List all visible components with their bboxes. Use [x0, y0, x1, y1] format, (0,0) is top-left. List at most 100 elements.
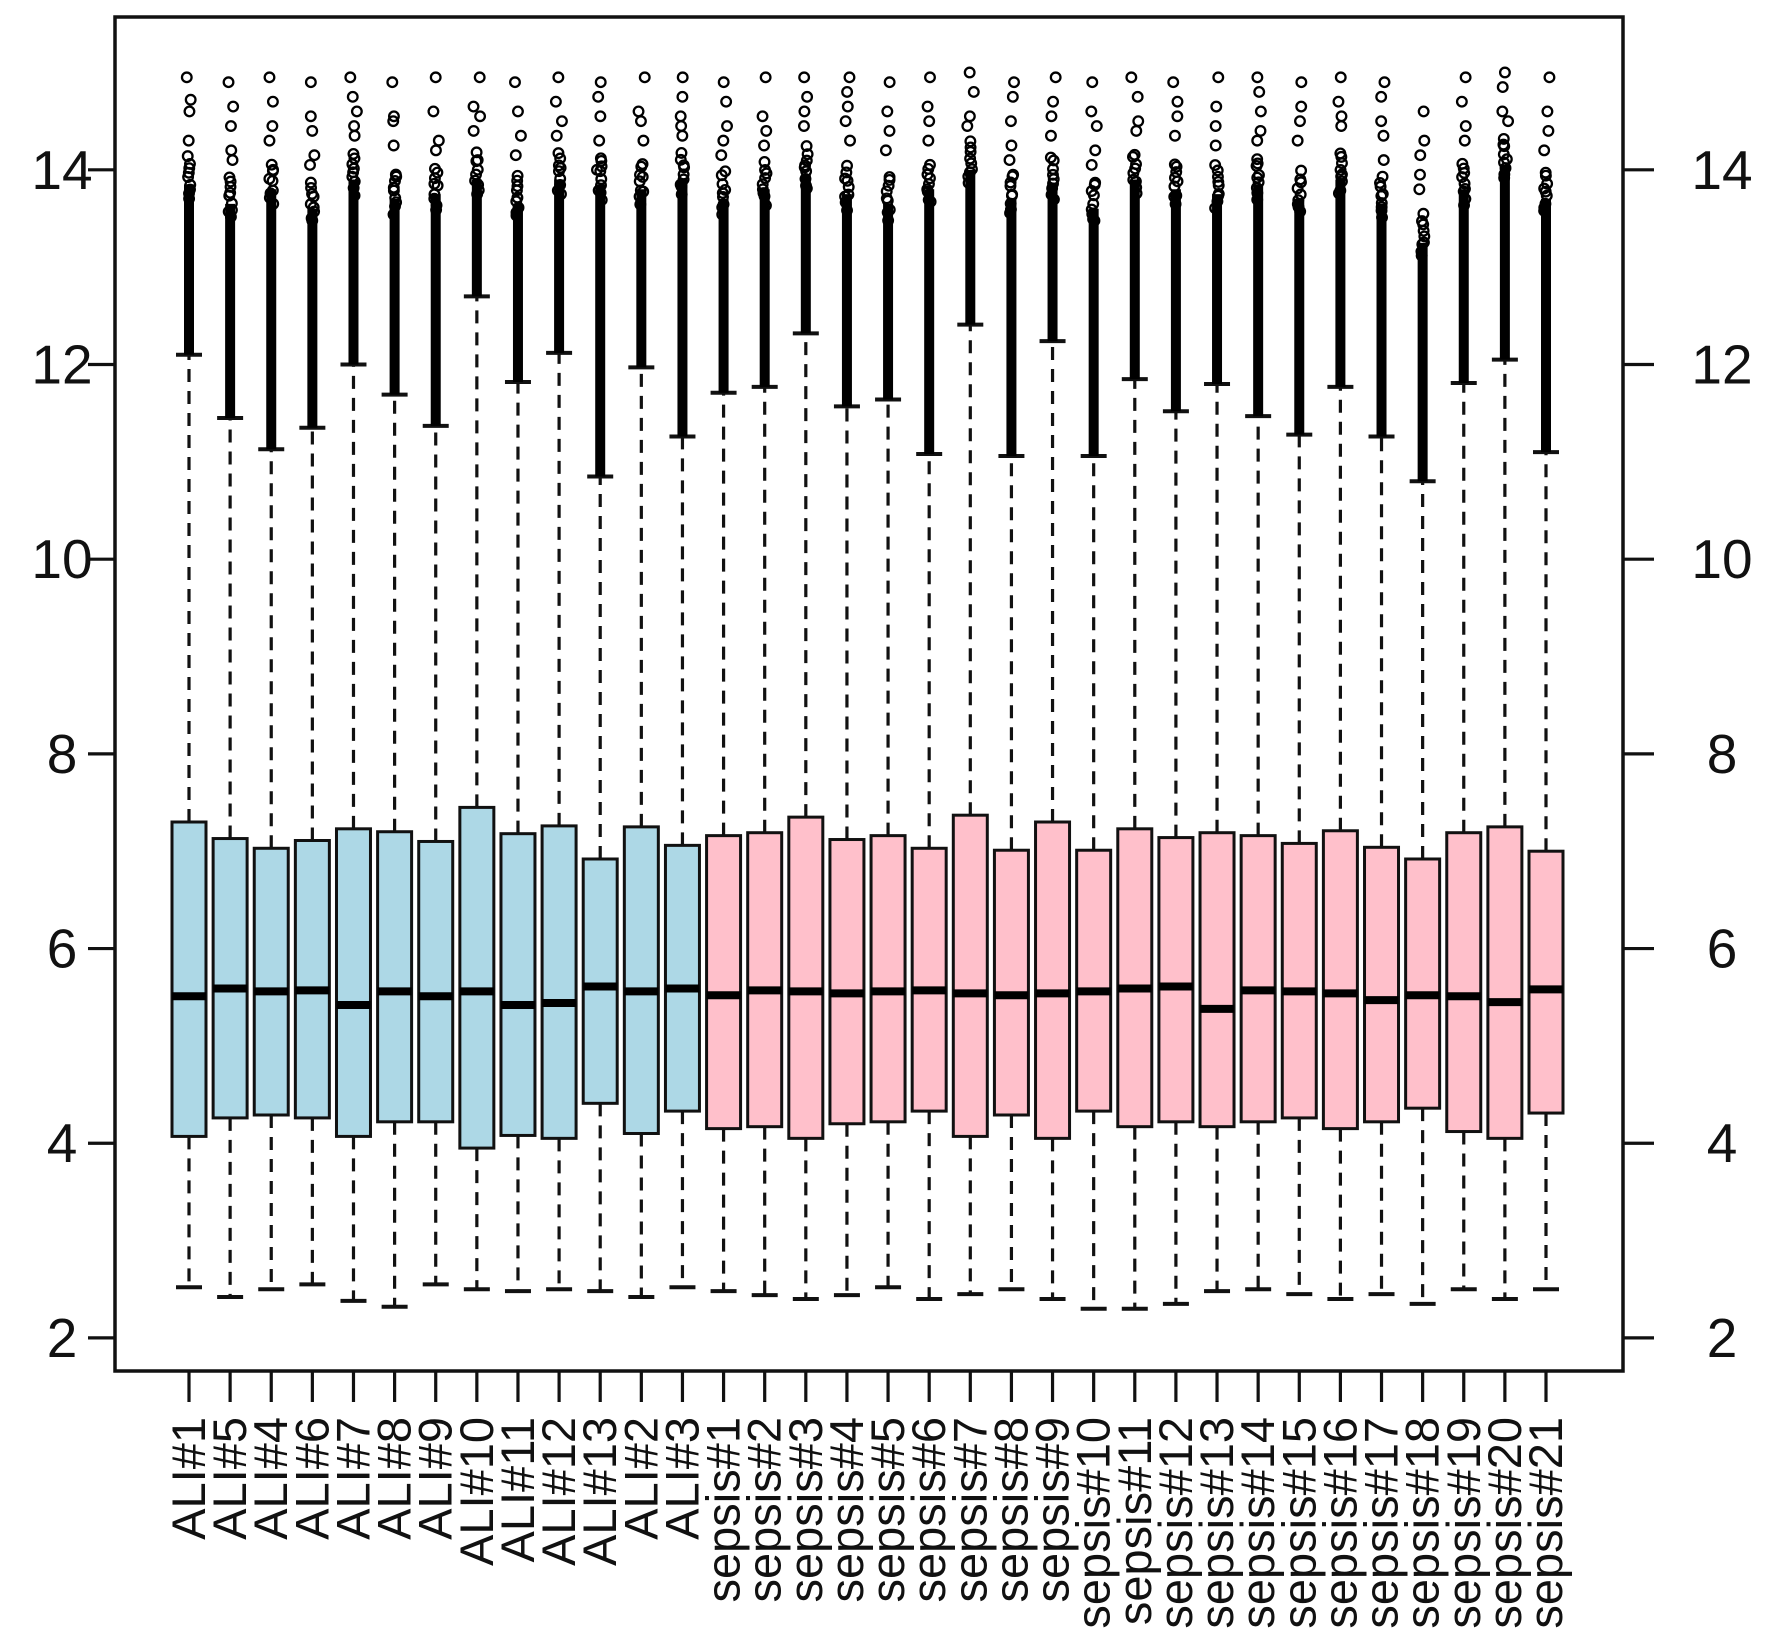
- outlier-point: [1167, 76, 1180, 89]
- outlier-point: [1211, 164, 1224, 177]
- outlier-point: [183, 187, 195, 200]
- outlier-point: [594, 186, 607, 199]
- outlier-point: [510, 195, 523, 208]
- outlier-point: [1413, 183, 1426, 196]
- box-column-sepsis#19: sepsis#19: [1437, 71, 1490, 1629]
- iqr-box: [1075, 848, 1113, 1113]
- outlier-point: [839, 190, 852, 203]
- y-tick-label-left: 2: [47, 1307, 78, 1369]
- outlier-point: [1003, 154, 1016, 167]
- outlier-point: [964, 145, 977, 158]
- outlier-point: [1375, 197, 1388, 209]
- box-column-sepsis#4: sepsis#4: [820, 71, 873, 1603]
- outlier-point: [1335, 170, 1348, 183]
- outlier-point: [1417, 105, 1430, 118]
- outlier-point: [881, 206, 894, 219]
- outlier-point: [306, 214, 319, 227]
- outlier-point: [1458, 199, 1470, 212]
- iqr-box: [211, 837, 249, 1120]
- outlier-point: [1047, 193, 1060, 206]
- iqr-box: [869, 834, 907, 1124]
- outlier-point: [1250, 181, 1263, 194]
- outlier-point: [961, 120, 974, 132]
- outlier-point: [964, 152, 977, 165]
- outlier-point: [1416, 238, 1429, 251]
- outlier-point: [348, 189, 361, 202]
- outlier-point: [1005, 115, 1017, 128]
- outlier-point: [1171, 95, 1184, 108]
- iqr-box: [1157, 836, 1195, 1124]
- outlier-point: [1251, 186, 1264, 199]
- box-column-ALI#6: ALI#6: [285, 76, 338, 1540]
- outlier-point: [263, 191, 276, 204]
- box-column-sepsis#11: sepsis#11: [1108, 71, 1161, 1625]
- outlier-point: [344, 71, 357, 84]
- outlier-point: [1171, 110, 1184, 123]
- outlier-point: [759, 172, 772, 185]
- x-tick-label: sepsis#7: [943, 1417, 996, 1603]
- outlier-point: [1458, 134, 1471, 147]
- outlier-point: [467, 124, 480, 137]
- outlier-point: [555, 188, 567, 201]
- iqr-box: [458, 805, 496, 1150]
- outlier-point: [1456, 171, 1469, 184]
- outlier-point: [387, 110, 400, 123]
- iqr-box: [705, 834, 743, 1131]
- outlier-point: [634, 198, 647, 211]
- outlier-point: [183, 192, 196, 205]
- outlier-point: [1295, 176, 1307, 189]
- y-tick-label-left: 12: [31, 334, 92, 396]
- outlier-point: [964, 141, 977, 154]
- outlier-point: [1538, 204, 1551, 217]
- iqr-box: [1239, 834, 1277, 1124]
- outlier-point: [428, 172, 441, 185]
- outlier-point: [1335, 120, 1348, 132]
- iqr-box: [540, 824, 578, 1140]
- outlier-point: [1209, 120, 1222, 132]
- outlier-point: [882, 214, 895, 227]
- outlier-point: [1542, 124, 1555, 137]
- outlier-point: [304, 76, 317, 89]
- box-column-ALI#10: ALI#10: [450, 71, 503, 1566]
- outlier-point: [511, 180, 524, 193]
- outlier-point: [637, 134, 650, 147]
- iqr-box: [622, 825, 660, 1135]
- outlier-point: [798, 71, 811, 84]
- plot-border: [113, 15, 1625, 1373]
- outlier-point: [678, 161, 691, 174]
- box-column-sepsis#17: sepsis#17: [1355, 76, 1408, 1629]
- outlier-point: [427, 105, 440, 118]
- iqr-box: [376, 830, 414, 1124]
- outlier-point: [387, 139, 400, 152]
- outlier-point: [841, 159, 853, 172]
- box-column-sepsis#12: sepsis#12: [1149, 76, 1202, 1629]
- outlier-point: [1170, 160, 1183, 173]
- outlier-point: [1498, 140, 1511, 153]
- outlier-point: [1006, 90, 1019, 103]
- x-tick-label: ALI#2: [614, 1417, 667, 1540]
- outlier-point: [387, 115, 400, 128]
- outlier-point: [720, 95, 733, 108]
- outlier-point: [264, 187, 277, 200]
- outlier-point: [967, 86, 980, 98]
- box-column-ALI#5: ALI#5: [203, 76, 256, 1540]
- outlier-point: [1295, 100, 1308, 113]
- outlier-point: [1496, 105, 1509, 118]
- outlier-point: [389, 200, 401, 213]
- x-tick-label: ALI#3: [655, 1417, 708, 1540]
- x-tick-label: sepsis#20: [1478, 1417, 1531, 1629]
- y-tick-label-left: 6: [47, 918, 78, 980]
- outlier-point: [471, 188, 484, 201]
- x-tick-label: ALI#11: [491, 1417, 544, 1562]
- outlier-point: [1496, 81, 1509, 94]
- outlier-point: [428, 192, 441, 205]
- outlier-point: [758, 139, 771, 152]
- outlier-point: [921, 185, 934, 198]
- outlier-point: [1168, 129, 1181, 142]
- outlier-point: [304, 176, 317, 189]
- outlier-point: [800, 140, 813, 153]
- outlier-point: [1377, 129, 1390, 142]
- box-column-sepsis#21: sepsis#21: [1519, 71, 1572, 1629]
- outlier-point: [760, 124, 773, 137]
